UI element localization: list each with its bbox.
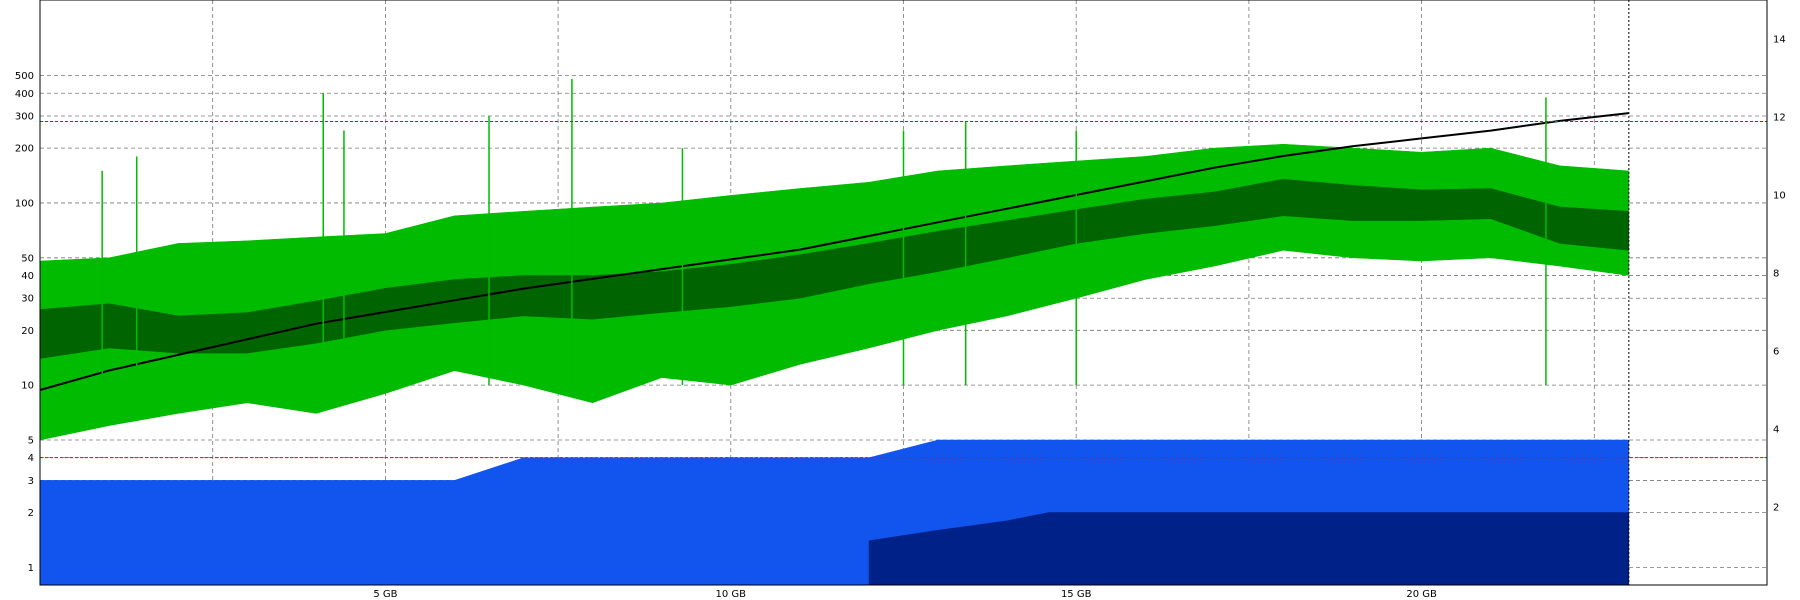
- y-left-tick-label: 200: [15, 144, 34, 155]
- y-left-tick-label: 50: [21, 253, 34, 264]
- y-left-tick-label: 5: [28, 435, 34, 446]
- y-left-tick-label: 30: [21, 294, 34, 305]
- y-left-tick-label: 10: [21, 381, 34, 392]
- y-right-tick-label: 4: [1773, 425, 1779, 436]
- y-left-tick-label: 40: [21, 271, 34, 282]
- y-left-tick-label: 400: [15, 89, 34, 100]
- y-left-tick-label: 3: [28, 476, 34, 487]
- series-band-1: [39, 178, 1630, 359]
- y-left-tick-label: 20: [21, 326, 34, 337]
- y-right-tick-label: 6: [1773, 347, 1779, 358]
- y-right-tick-label: 2: [1773, 503, 1779, 514]
- y-left-axis-ticks: 1 2 3 4 5 10 20 30 40 50 100 200 300 400 500: [15, 71, 34, 574]
- y-left-tick-label: 300: [15, 112, 34, 123]
- y-left-tick-label: 2: [28, 508, 34, 519]
- x-tick-label: 5 GB: [373, 589, 397, 600]
- plot-frame: [39, 0, 1768, 586]
- y-left-tick-label: 4: [28, 453, 34, 464]
- x-tick-label: 10 GB: [716, 589, 747, 600]
- spike-layer: [101, 78, 1547, 386]
- x-tick-label: 20 GB: [1406, 589, 1437, 600]
- reference-lines: [40, 120, 1767, 459]
- series-line-4: [39, 112, 1629, 391]
- x-axis-ticks: 5 GB 10 GB 15 GB 20 GB: [373, 589, 1437, 600]
- y-right-tick-label: 8: [1773, 269, 1779, 280]
- y-right-axis-ticks: 2 4 6 8 10 12 14: [1773, 35, 1786, 514]
- y-left-tick-label: 100: [15, 198, 34, 209]
- y-right-tick-label: 14: [1773, 35, 1786, 46]
- x-tick-label: 15 GB: [1061, 589, 1092, 600]
- y-right-tick-label: 12: [1773, 113, 1786, 124]
- y-left-tick-label: 500: [15, 71, 34, 82]
- series-layer: [39, 112, 1630, 586]
- y-left-tick-label: 1: [28, 563, 34, 574]
- y-right-tick-label: 10: [1773, 191, 1786, 202]
